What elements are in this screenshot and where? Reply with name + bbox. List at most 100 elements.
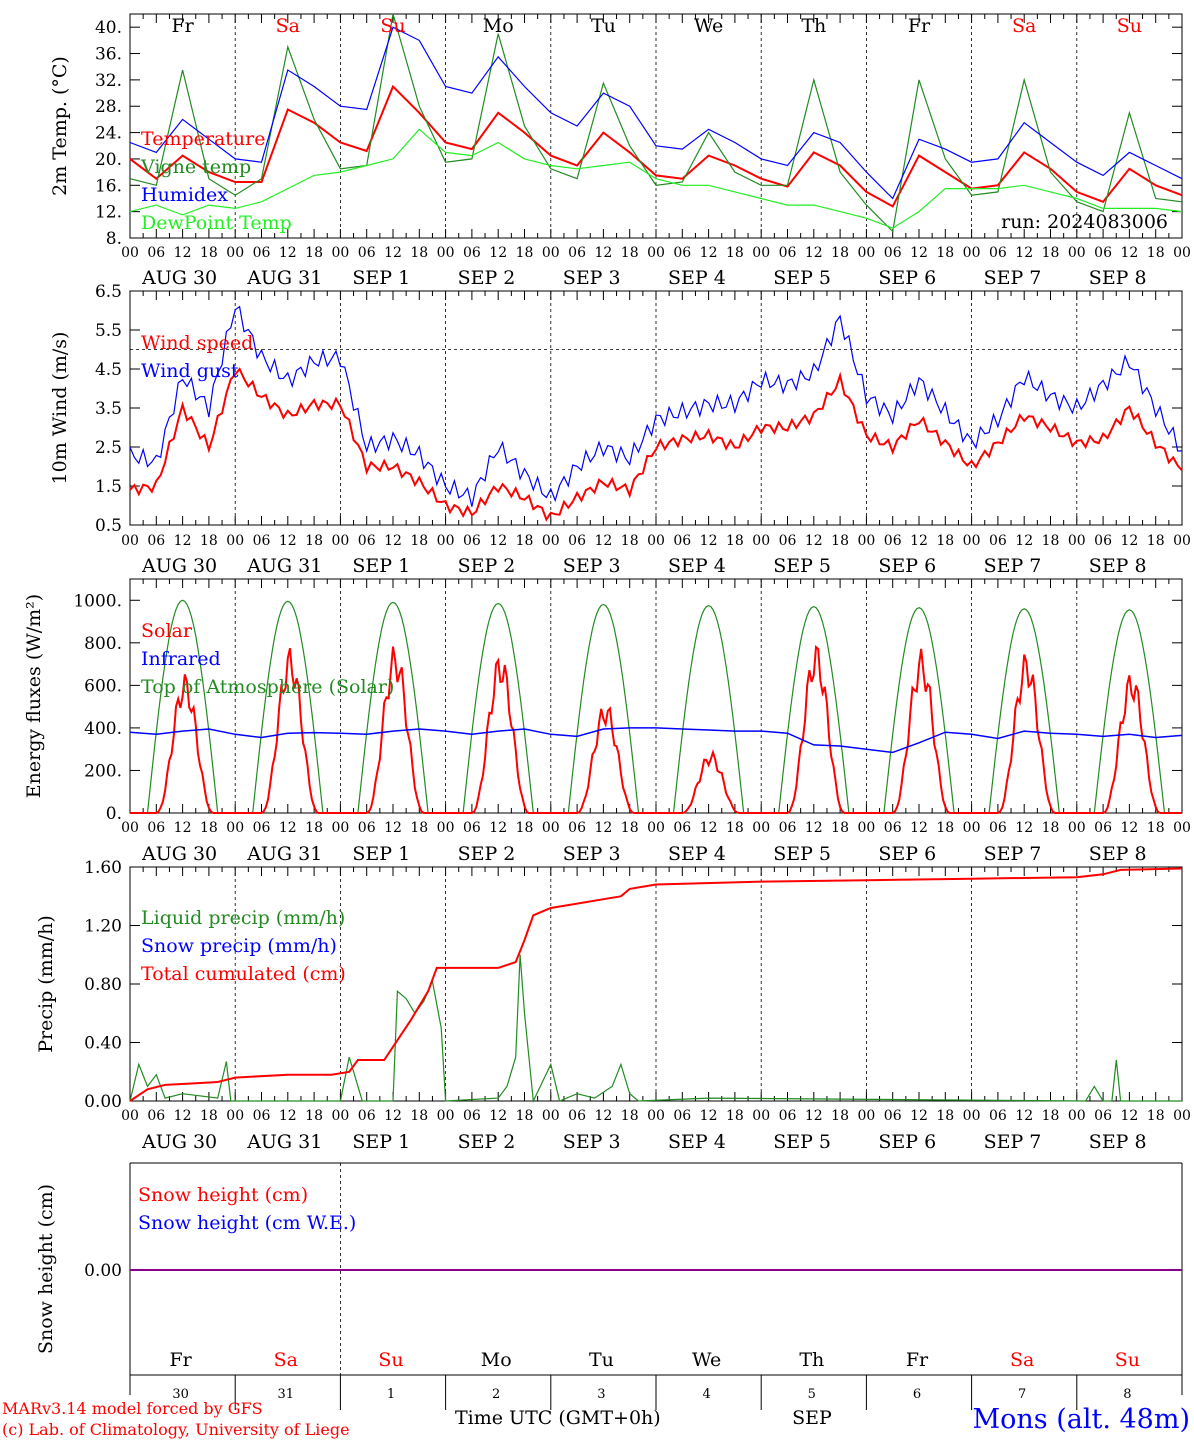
temp-hour-label: 00 bbox=[121, 245, 139, 261]
temp-series-dewpoint-temp bbox=[129, 128, 1183, 229]
energy-hour-label: 06 bbox=[463, 820, 481, 836]
wind-hour-label: 00 bbox=[647, 533, 665, 549]
temp-hour-label: 00 bbox=[647, 245, 665, 261]
temp-hour-label: 06 bbox=[463, 245, 481, 261]
precip-hour-label: 12 bbox=[805, 1108, 823, 1124]
wind-hour-label: 12 bbox=[910, 533, 928, 549]
energy-hour-label: 12 bbox=[1120, 820, 1138, 836]
temp-y-tick-label: 32. bbox=[95, 71, 122, 91]
precip-hour-label: 06 bbox=[673, 1108, 691, 1124]
energy-y-tick-label: 200. bbox=[84, 761, 122, 781]
temp-hour-label: 18 bbox=[1042, 245, 1060, 261]
precip-hour-label: 18 bbox=[1147, 1108, 1165, 1124]
wind-legend-wind-speed: Wind speed bbox=[141, 332, 253, 354]
temp-day-name: Mo bbox=[483, 15, 514, 37]
temp-day-name: Sa bbox=[276, 15, 300, 37]
temp-hour-label: 18 bbox=[200, 245, 218, 261]
precip-legend-liquid-precip-mm-h: Liquid precip (mm/h) bbox=[141, 907, 345, 929]
wind-date-label: SEP 7 bbox=[984, 555, 1042, 577]
temp-hour-label: 00 bbox=[857, 245, 875, 261]
energy-hour-label: 12 bbox=[489, 820, 507, 836]
precip-y-tick-label: 0.40 bbox=[84, 1034, 122, 1054]
wind-y-axis-label: 10m Wind (m/s) bbox=[49, 332, 71, 485]
energy-hour-label: 18 bbox=[621, 820, 639, 836]
temp-hour-label: 06 bbox=[147, 245, 165, 261]
wind-hour-label: 00 bbox=[226, 533, 244, 549]
energy-legend-solar: Solar bbox=[141, 620, 193, 642]
precip-hour-label: 06 bbox=[1094, 1108, 1112, 1124]
wind-hour-label: 06 bbox=[673, 533, 691, 549]
temp-hour-label: 06 bbox=[989, 245, 1007, 261]
precip-hour-label: 12 bbox=[594, 1108, 612, 1124]
energy-series-solar bbox=[130, 645, 1182, 814]
energy-hour-label: 12 bbox=[805, 820, 823, 836]
temp-y-tick-label: 24. bbox=[95, 124, 122, 144]
wind-y-tick-label: 2.5 bbox=[95, 438, 122, 458]
wind-y-tick-label: 3.5 bbox=[95, 399, 122, 419]
wind-hour-label: 18 bbox=[936, 533, 954, 549]
wind-hour-label: 06 bbox=[463, 533, 481, 549]
precip-hour-label: 00 bbox=[647, 1108, 665, 1124]
energy-hour-label: 00 bbox=[226, 820, 244, 836]
precip-hour-label: 12 bbox=[910, 1108, 928, 1124]
footer-lab-credit: (c) Lab. of Climatology, University of L… bbox=[2, 1420, 350, 1439]
snow-day-number: 2 bbox=[492, 1387, 500, 1402]
precip-hour-label: 18 bbox=[1042, 1108, 1060, 1124]
precip-hour-label: 18 bbox=[200, 1108, 218, 1124]
temp-hour-label: 18 bbox=[1147, 245, 1165, 261]
snow-day-number: 8 bbox=[1123, 1387, 1131, 1402]
wind-date-label: SEP 8 bbox=[1089, 555, 1147, 577]
energy-date-label: SEP 2 bbox=[458, 843, 516, 865]
snow-day-name: Fr bbox=[906, 1349, 929, 1371]
wind-hour-label: 00 bbox=[331, 533, 349, 549]
precip-y-tick-label: 1.60 bbox=[84, 858, 122, 878]
snow-day-number: 4 bbox=[702, 1387, 710, 1402]
precip-date-label: SEP 2 bbox=[458, 1131, 516, 1153]
temp-date-label: AUG 31 bbox=[246, 267, 322, 289]
wind-hour-label: 00 bbox=[857, 533, 875, 549]
wind-hour-label: 18 bbox=[1042, 533, 1060, 549]
precip-date-label: AUG 30 bbox=[141, 1131, 217, 1153]
temp-series-humidex bbox=[129, 26, 1183, 200]
precip-hour-label: 06 bbox=[989, 1108, 1007, 1124]
precip-hour-label: 00 bbox=[963, 1108, 981, 1124]
temp-hour-label: 00 bbox=[331, 245, 349, 261]
wind-hour-label: 12 bbox=[594, 533, 612, 549]
energy-hour-label: 06 bbox=[568, 820, 586, 836]
temp-date-label: SEP 2 bbox=[458, 267, 516, 289]
snow-day-number: 1 bbox=[387, 1387, 395, 1402]
precip-hour-label: 18 bbox=[831, 1108, 849, 1124]
wind-legend-wind-gust: Wind gust bbox=[141, 360, 239, 382]
energy-y-tick-label: 400. bbox=[84, 719, 122, 739]
temp-hour-label: 00 bbox=[752, 245, 770, 261]
temp-legend-humidex: Humidex bbox=[141, 184, 228, 206]
wind-y-tick-label: 4.5 bbox=[95, 360, 122, 380]
temp-day-name: Fr bbox=[171, 15, 194, 37]
precip-date-label: SEP 1 bbox=[352, 1131, 410, 1153]
energy-hour-label: 18 bbox=[410, 820, 428, 836]
temp-hour-label: 12 bbox=[1120, 245, 1138, 261]
wind-hour-label: 12 bbox=[700, 533, 718, 549]
energy-y-tick-label: 0. bbox=[106, 804, 122, 824]
energy-hour-label: 06 bbox=[884, 820, 902, 836]
wind-date-label: AUG 31 bbox=[246, 555, 322, 577]
wind-y-tick-label: 5.5 bbox=[95, 321, 122, 341]
wind-date-label: SEP 4 bbox=[668, 555, 726, 577]
wind-hour-label: 12 bbox=[1120, 533, 1138, 549]
precip-hour-label: 00 bbox=[226, 1108, 244, 1124]
wind-hour-label: 06 bbox=[884, 533, 902, 549]
energy-hour-label: 00 bbox=[1173, 820, 1191, 836]
precip-hour-label: 00 bbox=[331, 1108, 349, 1124]
temp-date-label: SEP 8 bbox=[1089, 267, 1147, 289]
energy-hour-label: 00 bbox=[437, 820, 455, 836]
wind-hour-label: 12 bbox=[384, 533, 402, 549]
temp-hour-label: 06 bbox=[1094, 245, 1112, 261]
wind-hour-label: 12 bbox=[1015, 533, 1033, 549]
wind-hour-label: 00 bbox=[963, 533, 981, 549]
temp-date-label: SEP 4 bbox=[668, 267, 726, 289]
energy-hour-label: 00 bbox=[857, 820, 875, 836]
wind-hour-label: 18 bbox=[516, 533, 534, 549]
snow-day-number: 6 bbox=[913, 1387, 921, 1402]
snow-day-name: Su bbox=[378, 1349, 403, 1371]
energy-hour-label: 12 bbox=[384, 820, 402, 836]
